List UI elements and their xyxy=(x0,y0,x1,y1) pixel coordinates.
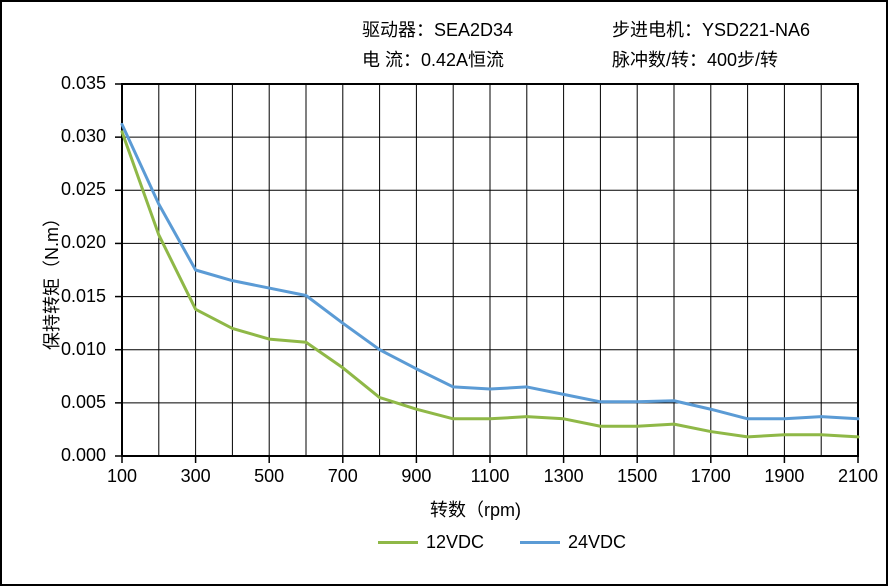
chart-frame: 驱动器：SEA2D34 步进电机：YSD221-NA6 电 流：0.42A恒流 … xyxy=(0,0,888,586)
legend-item: 24VDC xyxy=(520,532,626,553)
legend-item: 12VDC xyxy=(378,532,484,553)
legend-label: 24VDC xyxy=(568,532,626,553)
legend-swatch xyxy=(378,541,418,544)
plot-area xyxy=(2,2,888,588)
legend-label: 12VDC xyxy=(426,532,484,553)
legend-swatch xyxy=(520,541,560,544)
legend: 12VDC 24VDC xyxy=(360,528,644,553)
